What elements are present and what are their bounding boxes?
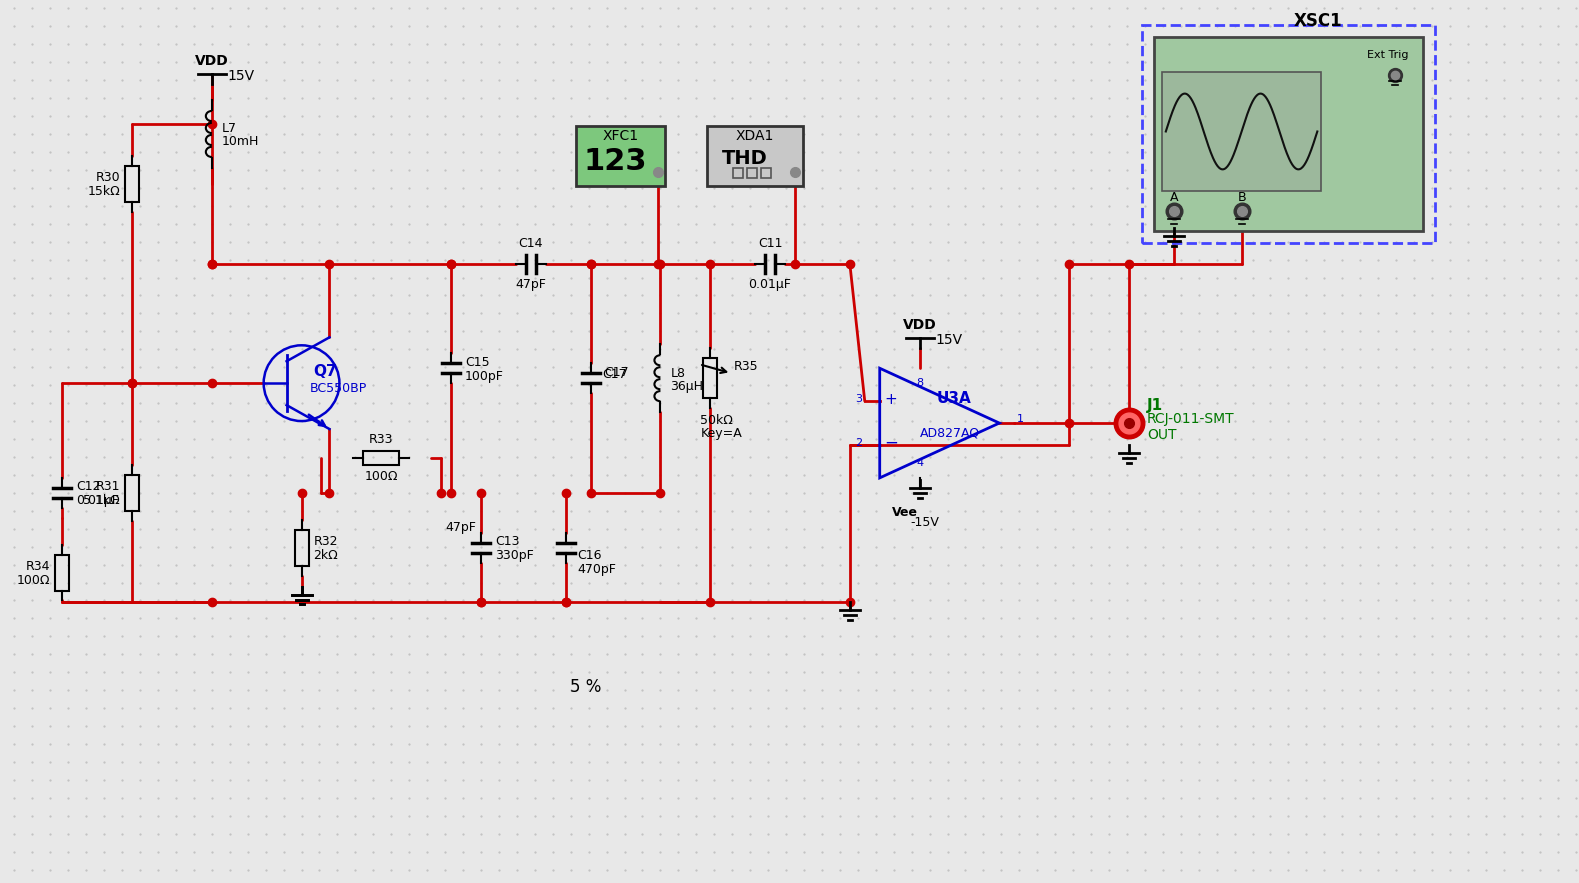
Text: 2: 2 <box>854 438 862 448</box>
Text: XFC1: XFC1 <box>603 129 638 143</box>
Text: J1: J1 <box>1146 397 1164 412</box>
Bar <box>363 451 399 465</box>
Bar <box>125 475 139 510</box>
Text: OUT: OUT <box>1146 428 1176 442</box>
Bar <box>761 168 771 177</box>
Text: C13: C13 <box>494 535 519 548</box>
Text: 47pF: 47pF <box>515 277 546 291</box>
Text: L7: L7 <box>221 123 237 135</box>
FancyBboxPatch shape <box>1154 37 1423 231</box>
Bar <box>733 168 744 177</box>
FancyBboxPatch shape <box>576 126 665 185</box>
Text: A: A <box>1170 191 1178 204</box>
Text: 100Ω: 100Ω <box>365 470 398 483</box>
Text: 36μH: 36μH <box>671 380 703 393</box>
Bar <box>1162 72 1322 192</box>
Text: C12: C12 <box>76 480 101 494</box>
Text: 15V: 15V <box>935 333 963 347</box>
Bar <box>747 168 756 177</box>
Text: 3: 3 <box>854 394 862 404</box>
Text: 5.1kΩ: 5.1kΩ <box>84 494 120 508</box>
Text: 4: 4 <box>916 458 924 468</box>
FancyBboxPatch shape <box>707 126 804 185</box>
Text: U3A: U3A <box>936 390 971 405</box>
Text: 50kΩ: 50kΩ <box>699 413 733 426</box>
Text: AD827AQ: AD827AQ <box>919 426 979 440</box>
Text: B: B <box>1238 191 1246 204</box>
Text: XSC1: XSC1 <box>1295 11 1342 30</box>
Bar <box>55 555 69 591</box>
Text: 5 %: 5 % <box>570 678 602 696</box>
Text: R32: R32 <box>314 535 338 548</box>
Text: 100pF: 100pF <box>466 370 504 382</box>
Text: THD: THD <box>722 149 767 169</box>
Text: R34: R34 <box>25 560 51 573</box>
Text: -15V: -15V <box>910 516 940 529</box>
Text: C17: C17 <box>603 367 627 381</box>
Text: Vee: Vee <box>892 506 917 519</box>
Text: C16: C16 <box>578 549 602 562</box>
Text: C17: C17 <box>605 366 628 379</box>
Text: +: + <box>884 392 897 407</box>
Text: 0.01μF: 0.01μF <box>76 494 118 508</box>
Text: 47pF: 47pF <box>445 521 475 534</box>
Text: 470pF: 470pF <box>578 563 616 576</box>
Text: 100Ω: 100Ω <box>17 574 51 587</box>
Text: 123: 123 <box>584 147 647 177</box>
Text: 2kΩ: 2kΩ <box>314 549 338 562</box>
Text: 10mH: 10mH <box>221 135 259 148</box>
Text: VDD: VDD <box>903 319 936 332</box>
Bar <box>125 166 139 201</box>
Text: C14: C14 <box>518 237 543 250</box>
Text: R35: R35 <box>734 359 759 373</box>
Text: −: − <box>884 434 898 452</box>
Text: RCJ-011-SMT: RCJ-011-SMT <box>1146 412 1235 426</box>
Text: 15kΩ: 15kΩ <box>87 185 120 199</box>
Text: R31: R31 <box>96 480 120 494</box>
Text: Key=A: Key=A <box>699 426 742 440</box>
Text: Ext Trig: Ext Trig <box>1367 49 1408 60</box>
Text: Q7: Q7 <box>314 364 338 379</box>
Text: R30: R30 <box>95 171 120 185</box>
Text: XDA1: XDA1 <box>736 129 774 143</box>
Text: C11: C11 <box>758 237 782 250</box>
Text: 15V: 15V <box>227 69 254 83</box>
Bar <box>295 530 308 566</box>
Text: VDD: VDD <box>194 54 229 68</box>
Text: 1: 1 <box>1017 414 1025 424</box>
Text: C15: C15 <box>466 356 489 369</box>
Text: BC550BP: BC550BP <box>309 381 366 395</box>
Text: L8: L8 <box>671 366 685 380</box>
Text: 0.01μF: 0.01μF <box>748 277 791 291</box>
Bar <box>703 358 717 398</box>
Text: 8: 8 <box>916 378 924 389</box>
Text: R33: R33 <box>369 433 393 446</box>
Text: 330pF: 330pF <box>494 549 534 562</box>
